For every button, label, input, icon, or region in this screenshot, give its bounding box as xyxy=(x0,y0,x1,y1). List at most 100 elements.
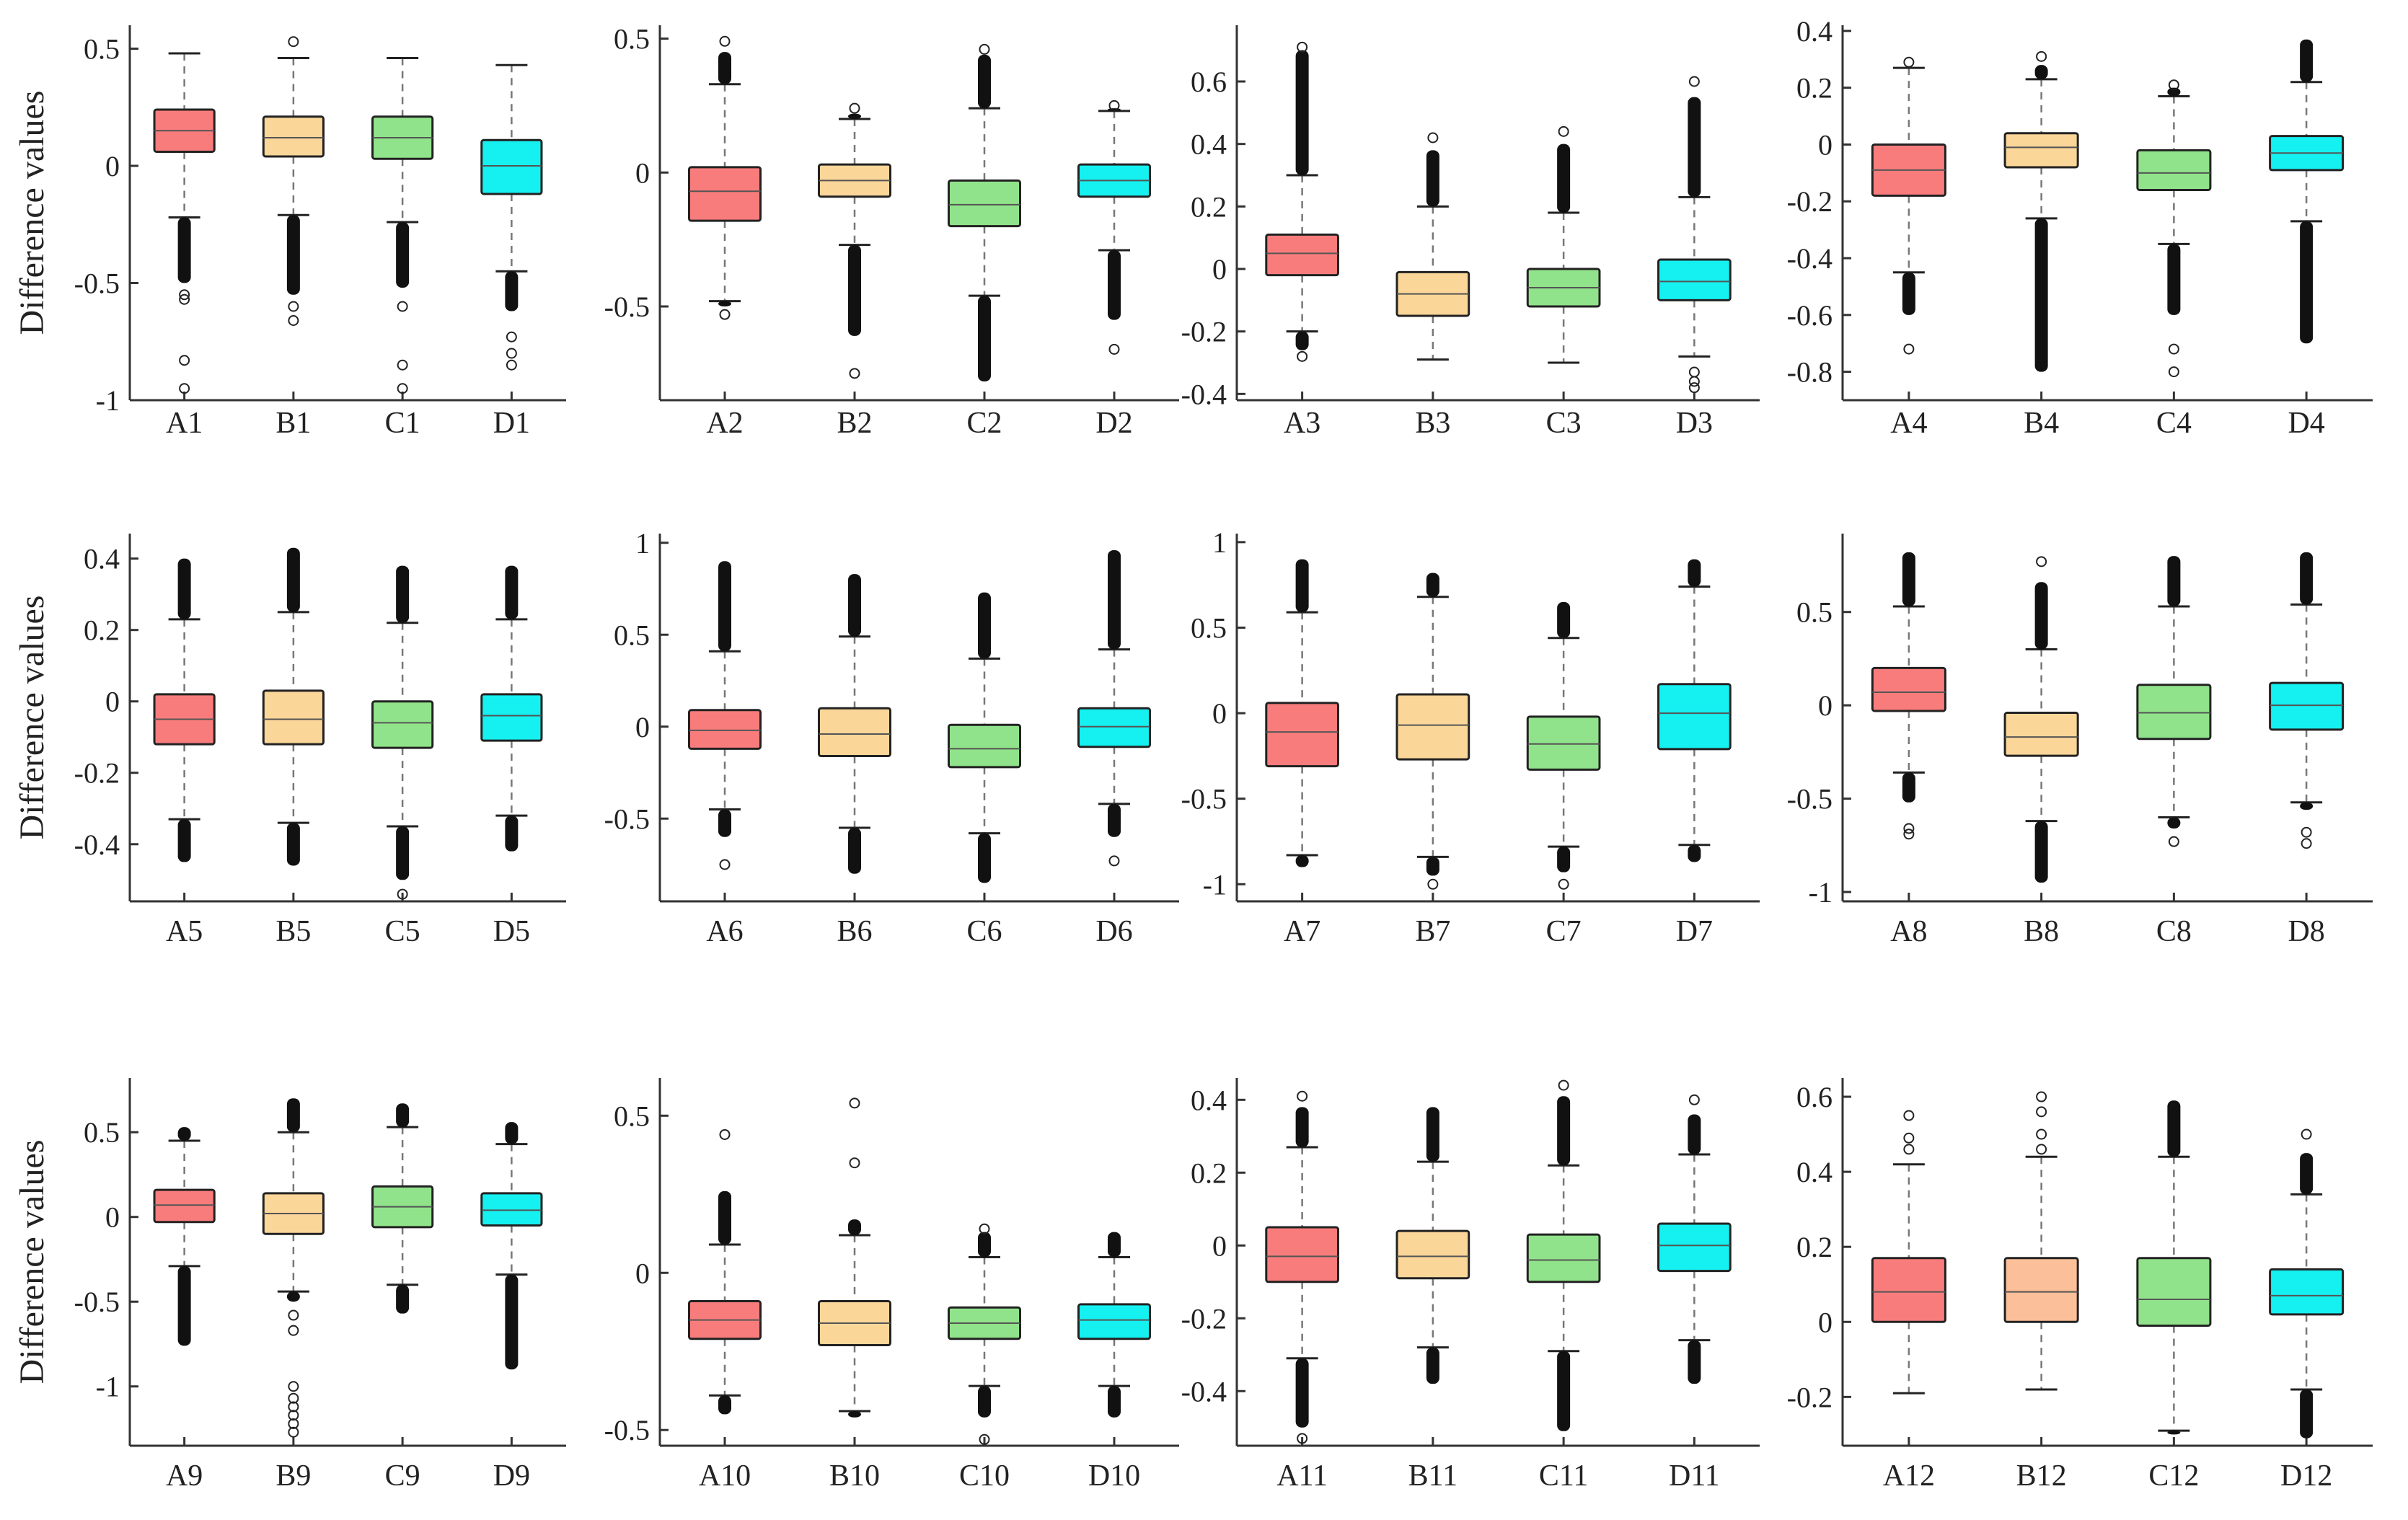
outlier-point xyxy=(1558,125,1569,137)
y-tick-label: 0.5 xyxy=(84,1116,120,1149)
category-label: A12 xyxy=(1883,1459,1935,1493)
y-tick-label: -0.2 xyxy=(1181,316,1227,348)
box-C12: C12 xyxy=(2136,1100,2212,1493)
category-label: A5 xyxy=(166,915,203,948)
outlier-band-high xyxy=(2034,65,2048,79)
outlier-band-low xyxy=(177,1265,191,1346)
box-A9: A9 xyxy=(153,1127,216,1493)
iqr-box xyxy=(480,138,543,195)
category-label: B9 xyxy=(275,1459,311,1493)
box-A8: A8 xyxy=(1871,552,1946,948)
iqr-box xyxy=(2269,681,2345,731)
box-D9: D9 xyxy=(480,1122,543,1493)
y-tick-label: 0 xyxy=(1212,253,1227,286)
box-C4: C4 xyxy=(2136,79,2212,440)
y-tick-label: -1 xyxy=(96,1371,120,1403)
iqr-box xyxy=(948,723,1021,769)
outlier-band-low xyxy=(1108,250,1121,320)
y-tick-label: 0 xyxy=(105,150,120,182)
category-label: C4 xyxy=(2156,407,2192,440)
outlier-band-low xyxy=(2034,218,2048,372)
category-label: B4 xyxy=(2024,407,2059,440)
iqr-box xyxy=(1657,683,1732,751)
box-D12: D12 xyxy=(2269,1128,2345,1493)
y-tick-label: -0.8 xyxy=(1787,356,1833,389)
y-tick-label: 0 xyxy=(1212,697,1227,730)
box-A6: A6 xyxy=(688,561,762,948)
outlier-point xyxy=(288,1381,299,1392)
outlier-band-low xyxy=(2300,802,2314,810)
subplot-6: 1 0.5 0 -0.5 A6 B6 C6 D6 xyxy=(604,527,1179,948)
subplot-8: 0.5 0 -0.5 -1 A8 B8 C8 D8 xyxy=(1787,534,2373,948)
outlier-band-high xyxy=(2167,556,2181,606)
outlier-band-high xyxy=(505,1122,519,1144)
box-A2: A2 xyxy=(688,35,762,440)
outlier-band-high xyxy=(2167,1100,2181,1157)
category-label: C3 xyxy=(1546,407,1582,440)
outlier-band-low xyxy=(2300,1389,2314,1439)
y-tick-label: -1 xyxy=(1809,876,1833,909)
subplot-1: 0.5 0 -0.5 -1 Difference values A1 B1 C1 D1 xyxy=(13,25,566,440)
y-tick-label: 0 xyxy=(1818,128,1833,161)
subplot-9: 0.5 0 -0.5 -1 Difference values A9 B9 C9 D9 xyxy=(13,1078,566,1493)
box-C11: C11 xyxy=(1526,1079,1601,1493)
category-label: D9 xyxy=(493,1459,530,1493)
box-C8: C8 xyxy=(2136,556,2212,948)
outlier-band-high xyxy=(1426,1107,1439,1162)
category-label: C9 xyxy=(385,1459,420,1493)
y-tick-label: 0.5 xyxy=(614,1100,650,1132)
outlier-band-high xyxy=(396,565,410,623)
outlier-point xyxy=(2036,1106,2047,1118)
iqr-box xyxy=(1526,715,1601,771)
outlier-band-high xyxy=(2034,582,2048,650)
outlier-band-high xyxy=(2300,39,2314,82)
box-C5: C5 xyxy=(371,565,434,948)
outlier-band-low xyxy=(1295,854,1309,867)
outlier-point xyxy=(849,368,860,379)
outlier-band-high xyxy=(718,1190,731,1245)
box-B9: B9 xyxy=(262,1098,325,1493)
box-D8: D8 xyxy=(2269,552,2345,948)
subplot-11: 0.4 0.2 0 -0.2 -0.4 A11 B11 C11 D11 xyxy=(1181,1078,1760,1493)
outlier-band-low xyxy=(2167,1431,2181,1435)
box-B7: B7 xyxy=(1395,573,1470,948)
outlier-point xyxy=(397,383,408,394)
iqr-box xyxy=(1395,1229,1470,1280)
y-tick-label: -1 xyxy=(1203,868,1227,901)
category-label: C1 xyxy=(385,407,420,440)
outlier-band-high xyxy=(1295,559,1309,613)
box-C6: C6 xyxy=(948,592,1021,948)
outlier-point xyxy=(397,301,408,312)
box-D1: D1 xyxy=(480,63,543,440)
outlier-band-high xyxy=(505,565,519,619)
outlier-point xyxy=(1297,1433,1308,1444)
box-A11: A11 xyxy=(1265,1090,1339,1493)
outlier-point xyxy=(2168,836,2179,847)
iqr-box xyxy=(2003,1257,2079,1323)
outlier-point xyxy=(288,1426,299,1438)
outlier-band-high xyxy=(978,54,991,109)
y-axis-label: Difference values xyxy=(13,91,51,335)
y-tick-label: 0.5 xyxy=(84,33,120,66)
iqr-box xyxy=(948,179,1021,228)
y-tick-label: -0.5 xyxy=(74,1286,120,1318)
outlier-band-high xyxy=(1295,1107,1309,1147)
outlier-band-high xyxy=(1688,559,1701,587)
category-label: A4 xyxy=(1890,407,1927,440)
outlier-band-low xyxy=(396,826,410,880)
category-label: C11 xyxy=(1539,1459,1588,1493)
iqr-box xyxy=(1871,666,1946,712)
y-tick-label: -0.5 xyxy=(604,803,650,835)
category-label: A3 xyxy=(1284,407,1320,440)
outlier-point xyxy=(1903,1110,1915,1121)
iqr-box xyxy=(2136,684,2212,741)
category-label: C5 xyxy=(385,915,420,948)
iqr-box xyxy=(1526,1233,1601,1283)
box-C3: C3 xyxy=(1526,125,1601,440)
y-tick-label: -0.2 xyxy=(1787,185,1833,218)
y-tick-label: 0 xyxy=(635,1257,650,1289)
box-A4: A4 xyxy=(1871,56,1946,440)
y-tick-label: 0.2 xyxy=(1796,1231,1833,1263)
subplot-4: 0.4 0.2 0 -0.2 -0.4 -0.6 -0.8 A4 B4 C4 D4 xyxy=(1787,15,2373,440)
